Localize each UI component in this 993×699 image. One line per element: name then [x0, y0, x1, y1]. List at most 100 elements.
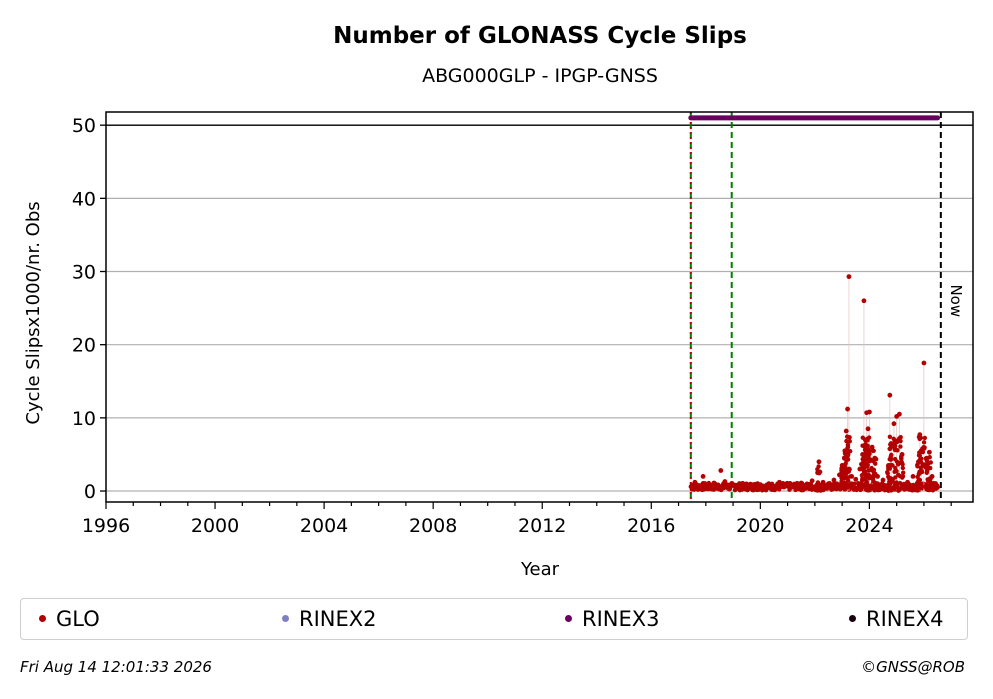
glo-point	[860, 452, 865, 457]
glo-point	[905, 479, 910, 485]
x-tick-label: 1996	[82, 515, 130, 537]
y-tick-label: 20	[72, 335, 96, 357]
x-tick-label: 2020	[736, 515, 784, 537]
glo-point	[849, 473, 855, 479]
legend-label-rinex4: RINEX4	[866, 607, 944, 631]
glo-point	[922, 435, 928, 441]
glo-point	[864, 481, 870, 487]
glo-point	[760, 484, 766, 490]
y-tick-label: 50	[72, 115, 96, 137]
rinex2-marker-icon	[282, 614, 289, 622]
y-tick-label: 0	[84, 481, 96, 503]
glo-point	[804, 482, 810, 488]
glo-point	[847, 449, 853, 454]
glo-point	[755, 481, 761, 487]
glo-point	[888, 454, 893, 459]
glo-point	[845, 478, 851, 483]
glo-point	[839, 463, 845, 468]
glo-point	[722, 479, 728, 484]
glo-point	[815, 470, 820, 476]
glo-point	[917, 436, 922, 442]
glo-point	[925, 461, 931, 467]
glo-point	[917, 453, 922, 458]
glo-point	[886, 463, 891, 468]
glo-point	[898, 438, 903, 444]
glo-point	[847, 467, 852, 472]
glo-point	[845, 406, 850, 412]
glo-point	[865, 426, 871, 432]
glo-point	[733, 482, 739, 488]
glo-point	[700, 473, 706, 479]
glo-point	[917, 477, 923, 483]
glo-point	[924, 455, 930, 461]
glo-point	[793, 484, 799, 490]
glo-point	[871, 467, 877, 473]
glo-point	[857, 466, 863, 472]
legend: GLO RINEX2 RINEX3 RINEX4	[20, 598, 968, 640]
legend-label-glo: GLO	[56, 607, 100, 631]
glo-point	[863, 450, 869, 455]
plot-frame	[105, 111, 974, 503]
glo-point	[769, 481, 775, 487]
glo-point	[900, 483, 906, 489]
glo-point	[935, 484, 940, 490]
glo-point	[873, 484, 878, 489]
glo-marker-icon	[39, 614, 46, 622]
glo-point	[831, 477, 837, 483]
glo-point	[711, 480, 717, 486]
legend-item-glo: GLO	[39, 607, 100, 631]
glo-point	[900, 475, 905, 480]
glo-point	[921, 440, 927, 445]
glo-point	[869, 484, 874, 489]
glo-point	[926, 487, 932, 493]
glo-point	[839, 468, 844, 473]
glo-point	[846, 274, 852, 280]
glo-point	[866, 409, 872, 415]
glo-point	[875, 473, 880, 479]
glo-point	[885, 469, 890, 475]
glo-point	[843, 428, 849, 434]
glo-point	[872, 487, 878, 493]
glo-point	[866, 487, 871, 492]
glo-point	[845, 444, 851, 450]
glo-point	[900, 465, 906, 471]
glo-point	[898, 434, 903, 440]
glo-point	[809, 478, 815, 484]
legend-item-rinex4: RINEX4	[849, 607, 944, 631]
glo-point	[727, 484, 733, 490]
glo-point	[869, 444, 875, 450]
x-tick-label: 2012	[518, 515, 566, 537]
glo-point	[697, 484, 703, 490]
legend-label-rinex3: RINEX3	[582, 607, 660, 631]
footer-credit: ©GNSS@ROB	[861, 658, 965, 676]
chart-subtitle: ABG000GLP - IPGP-GNSS	[422, 65, 658, 87]
glo-point	[926, 449, 932, 455]
glo-point	[888, 441, 894, 446]
glo-point	[890, 463, 895, 468]
rinex3-marker-icon	[565, 614, 572, 622]
legend-item-rinex3: RINEX3	[565, 607, 660, 631]
glo-point	[692, 479, 698, 485]
glo-point	[915, 464, 920, 469]
glo-point	[706, 483, 711, 489]
x-tick-label: 2024	[845, 515, 893, 537]
y-tick-label: 30	[72, 262, 96, 284]
glo-point	[837, 472, 842, 478]
glo-point	[890, 479, 895, 484]
glo-point	[929, 473, 935, 479]
glo-point	[886, 485, 892, 490]
glo-point	[893, 475, 898, 480]
glo-point	[771, 484, 777, 490]
glo-point	[865, 446, 871, 452]
glo-point	[717, 485, 722, 491]
glo-point	[873, 461, 878, 466]
chart-title: Number of GLONASS Cycle Slips	[333, 23, 747, 49]
glo-point	[897, 487, 902, 493]
glo-point	[820, 479, 826, 485]
glo-point	[880, 477, 886, 483]
glo-point	[862, 437, 868, 443]
glo-point	[816, 487, 822, 493]
footer-timestamp: Fri Aug 14 12:01:33 2026	[20, 658, 212, 676]
x-tick-label: 2004	[300, 515, 348, 537]
